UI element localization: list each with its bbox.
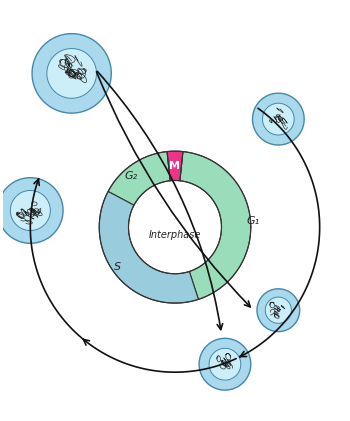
Polygon shape (209, 348, 241, 380)
Polygon shape (108, 152, 170, 205)
Polygon shape (199, 338, 251, 390)
Text: Interphase: Interphase (149, 230, 201, 240)
Polygon shape (10, 190, 50, 231)
Polygon shape (265, 297, 292, 323)
Polygon shape (252, 93, 304, 145)
Text: G₂: G₂ (124, 171, 137, 181)
Text: M: M (169, 161, 181, 171)
Polygon shape (99, 192, 198, 303)
Polygon shape (180, 152, 251, 299)
Polygon shape (257, 289, 300, 332)
Text: S: S (114, 261, 121, 272)
Polygon shape (262, 103, 294, 135)
Polygon shape (32, 34, 111, 113)
Polygon shape (0, 178, 63, 243)
Polygon shape (167, 151, 183, 181)
Text: G₁: G₁ (246, 216, 259, 226)
Polygon shape (47, 48, 97, 98)
